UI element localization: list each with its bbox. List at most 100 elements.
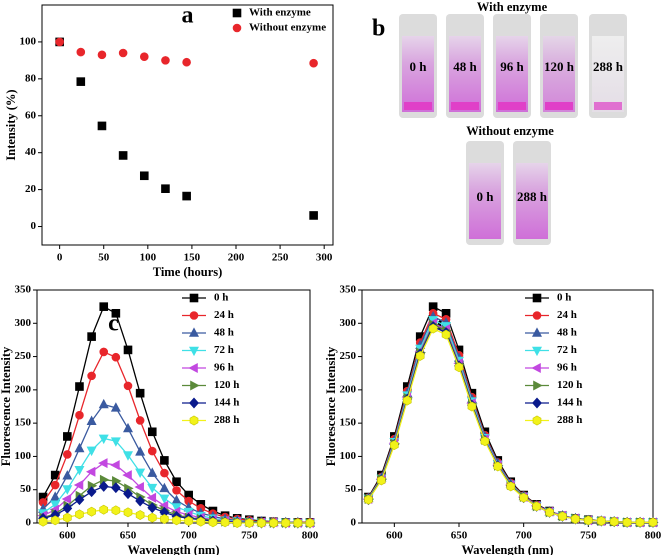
marker bbox=[135, 495, 146, 507]
marker bbox=[74, 465, 85, 476]
marker bbox=[86, 415, 97, 425]
marker bbox=[519, 492, 528, 503]
marker bbox=[160, 468, 169, 478]
y-axis-title: Intensity (%) bbox=[4, 89, 18, 160]
legend-marker bbox=[232, 23, 242, 33]
legend-label: 96 h bbox=[214, 362, 234, 374]
marker bbox=[622, 517, 632, 528]
marker bbox=[50, 480, 60, 490]
y-tick-label: 100 bbox=[15, 450, 32, 462]
marker bbox=[99, 347, 109, 357]
marker bbox=[85, 466, 96, 477]
marker bbox=[118, 151, 128, 160]
x-tick-label: 700 bbox=[515, 530, 532, 542]
marker bbox=[87, 506, 96, 517]
y-tick-label: 50 bbox=[345, 483, 357, 495]
y-tick-label: 150 bbox=[340, 417, 357, 429]
y-tick-label: 20 bbox=[25, 183, 37, 195]
x-tick-label: 700 bbox=[180, 530, 197, 542]
x-tick-label: 250 bbox=[272, 252, 289, 264]
x-tick-label: 200 bbox=[228, 252, 245, 264]
marker bbox=[110, 460, 120, 471]
legend-label: 0 h bbox=[214, 292, 228, 304]
vial bbox=[513, 141, 551, 245]
marker bbox=[74, 442, 85, 453]
marker bbox=[50, 515, 60, 526]
marker bbox=[493, 461, 503, 472]
marker bbox=[111, 308, 121, 318]
marker bbox=[147, 512, 157, 523]
marker bbox=[135, 416, 145, 425]
marker bbox=[309, 211, 318, 220]
plot-frame bbox=[361, 289, 654, 524]
legend-marker bbox=[532, 327, 542, 337]
legend-label: 144 h bbox=[214, 397, 239, 409]
marker bbox=[50, 491, 61, 501]
y-axis-title: Fluorescence Intensity bbox=[324, 346, 338, 466]
x-tick-label: 650 bbox=[451, 530, 468, 542]
marker bbox=[111, 505, 121, 516]
y-tick-label: 250 bbox=[15, 350, 32, 362]
y-tick-label: 250 bbox=[340, 350, 357, 362]
marker bbox=[532, 501, 541, 512]
marker bbox=[110, 482, 121, 494]
series-line bbox=[367, 325, 653, 523]
x-tick-label: 600 bbox=[59, 530, 76, 542]
marker bbox=[75, 382, 84, 391]
marker bbox=[122, 470, 132, 481]
marker bbox=[123, 381, 133, 391]
y-tick-label: 100 bbox=[340, 450, 357, 462]
marker bbox=[62, 470, 73, 480]
vial bbox=[446, 14, 484, 118]
legend-marker bbox=[189, 311, 199, 320]
x-tick-label: 750 bbox=[580, 530, 597, 542]
marker bbox=[196, 516, 206, 527]
vial-label: 48 h bbox=[453, 59, 477, 74]
vial bbox=[466, 141, 504, 245]
marker bbox=[76, 47, 86, 57]
marker bbox=[86, 446, 97, 457]
marker bbox=[87, 371, 96, 381]
y-tick-label: 200 bbox=[340, 383, 357, 395]
chart: 600 650 700 750 800 0 50 100 150 200 250 300 350 Wave… bbox=[0, 284, 319, 555]
marker bbox=[75, 509, 84, 520]
panel-label: b bbox=[372, 16, 385, 42]
legend-label: 24 h bbox=[214, 309, 234, 321]
marker bbox=[159, 494, 170, 505]
marker bbox=[182, 57, 191, 67]
legend-marker bbox=[189, 293, 199, 303]
marker bbox=[63, 512, 72, 523]
series-line bbox=[367, 322, 653, 523]
marker bbox=[269, 518, 278, 528]
marker bbox=[98, 434, 109, 445]
marker bbox=[99, 302, 109, 311]
marker bbox=[135, 510, 145, 520]
y-tick-label: 150 bbox=[15, 417, 32, 429]
marker bbox=[161, 56, 170, 65]
marker bbox=[467, 401, 477, 412]
marker bbox=[635, 517, 645, 528]
y-tick-label: 300 bbox=[340, 317, 357, 329]
legend-marker bbox=[531, 363, 541, 373]
legend-marker bbox=[189, 327, 199, 337]
legend-label: Without enzyme bbox=[249, 22, 326, 34]
marker bbox=[480, 436, 490, 447]
marker bbox=[123, 451, 133, 461]
marker bbox=[232, 518, 242, 528]
legend-marker bbox=[532, 311, 542, 320]
marker bbox=[305, 518, 315, 528]
marker bbox=[441, 329, 451, 340]
vial-label: 288 h bbox=[517, 189, 548, 204]
marker bbox=[159, 482, 170, 493]
marker bbox=[50, 500, 61, 511]
marker bbox=[257, 518, 266, 528]
marker bbox=[99, 504, 109, 515]
legend-label: With enzyme bbox=[249, 7, 311, 19]
marker bbox=[415, 350, 425, 361]
marker bbox=[76, 77, 86, 86]
marker bbox=[172, 515, 181, 526]
marker bbox=[609, 516, 619, 527]
marker bbox=[139, 171, 149, 181]
marker bbox=[506, 481, 516, 492]
legend-label: 0 h bbox=[557, 292, 571, 304]
